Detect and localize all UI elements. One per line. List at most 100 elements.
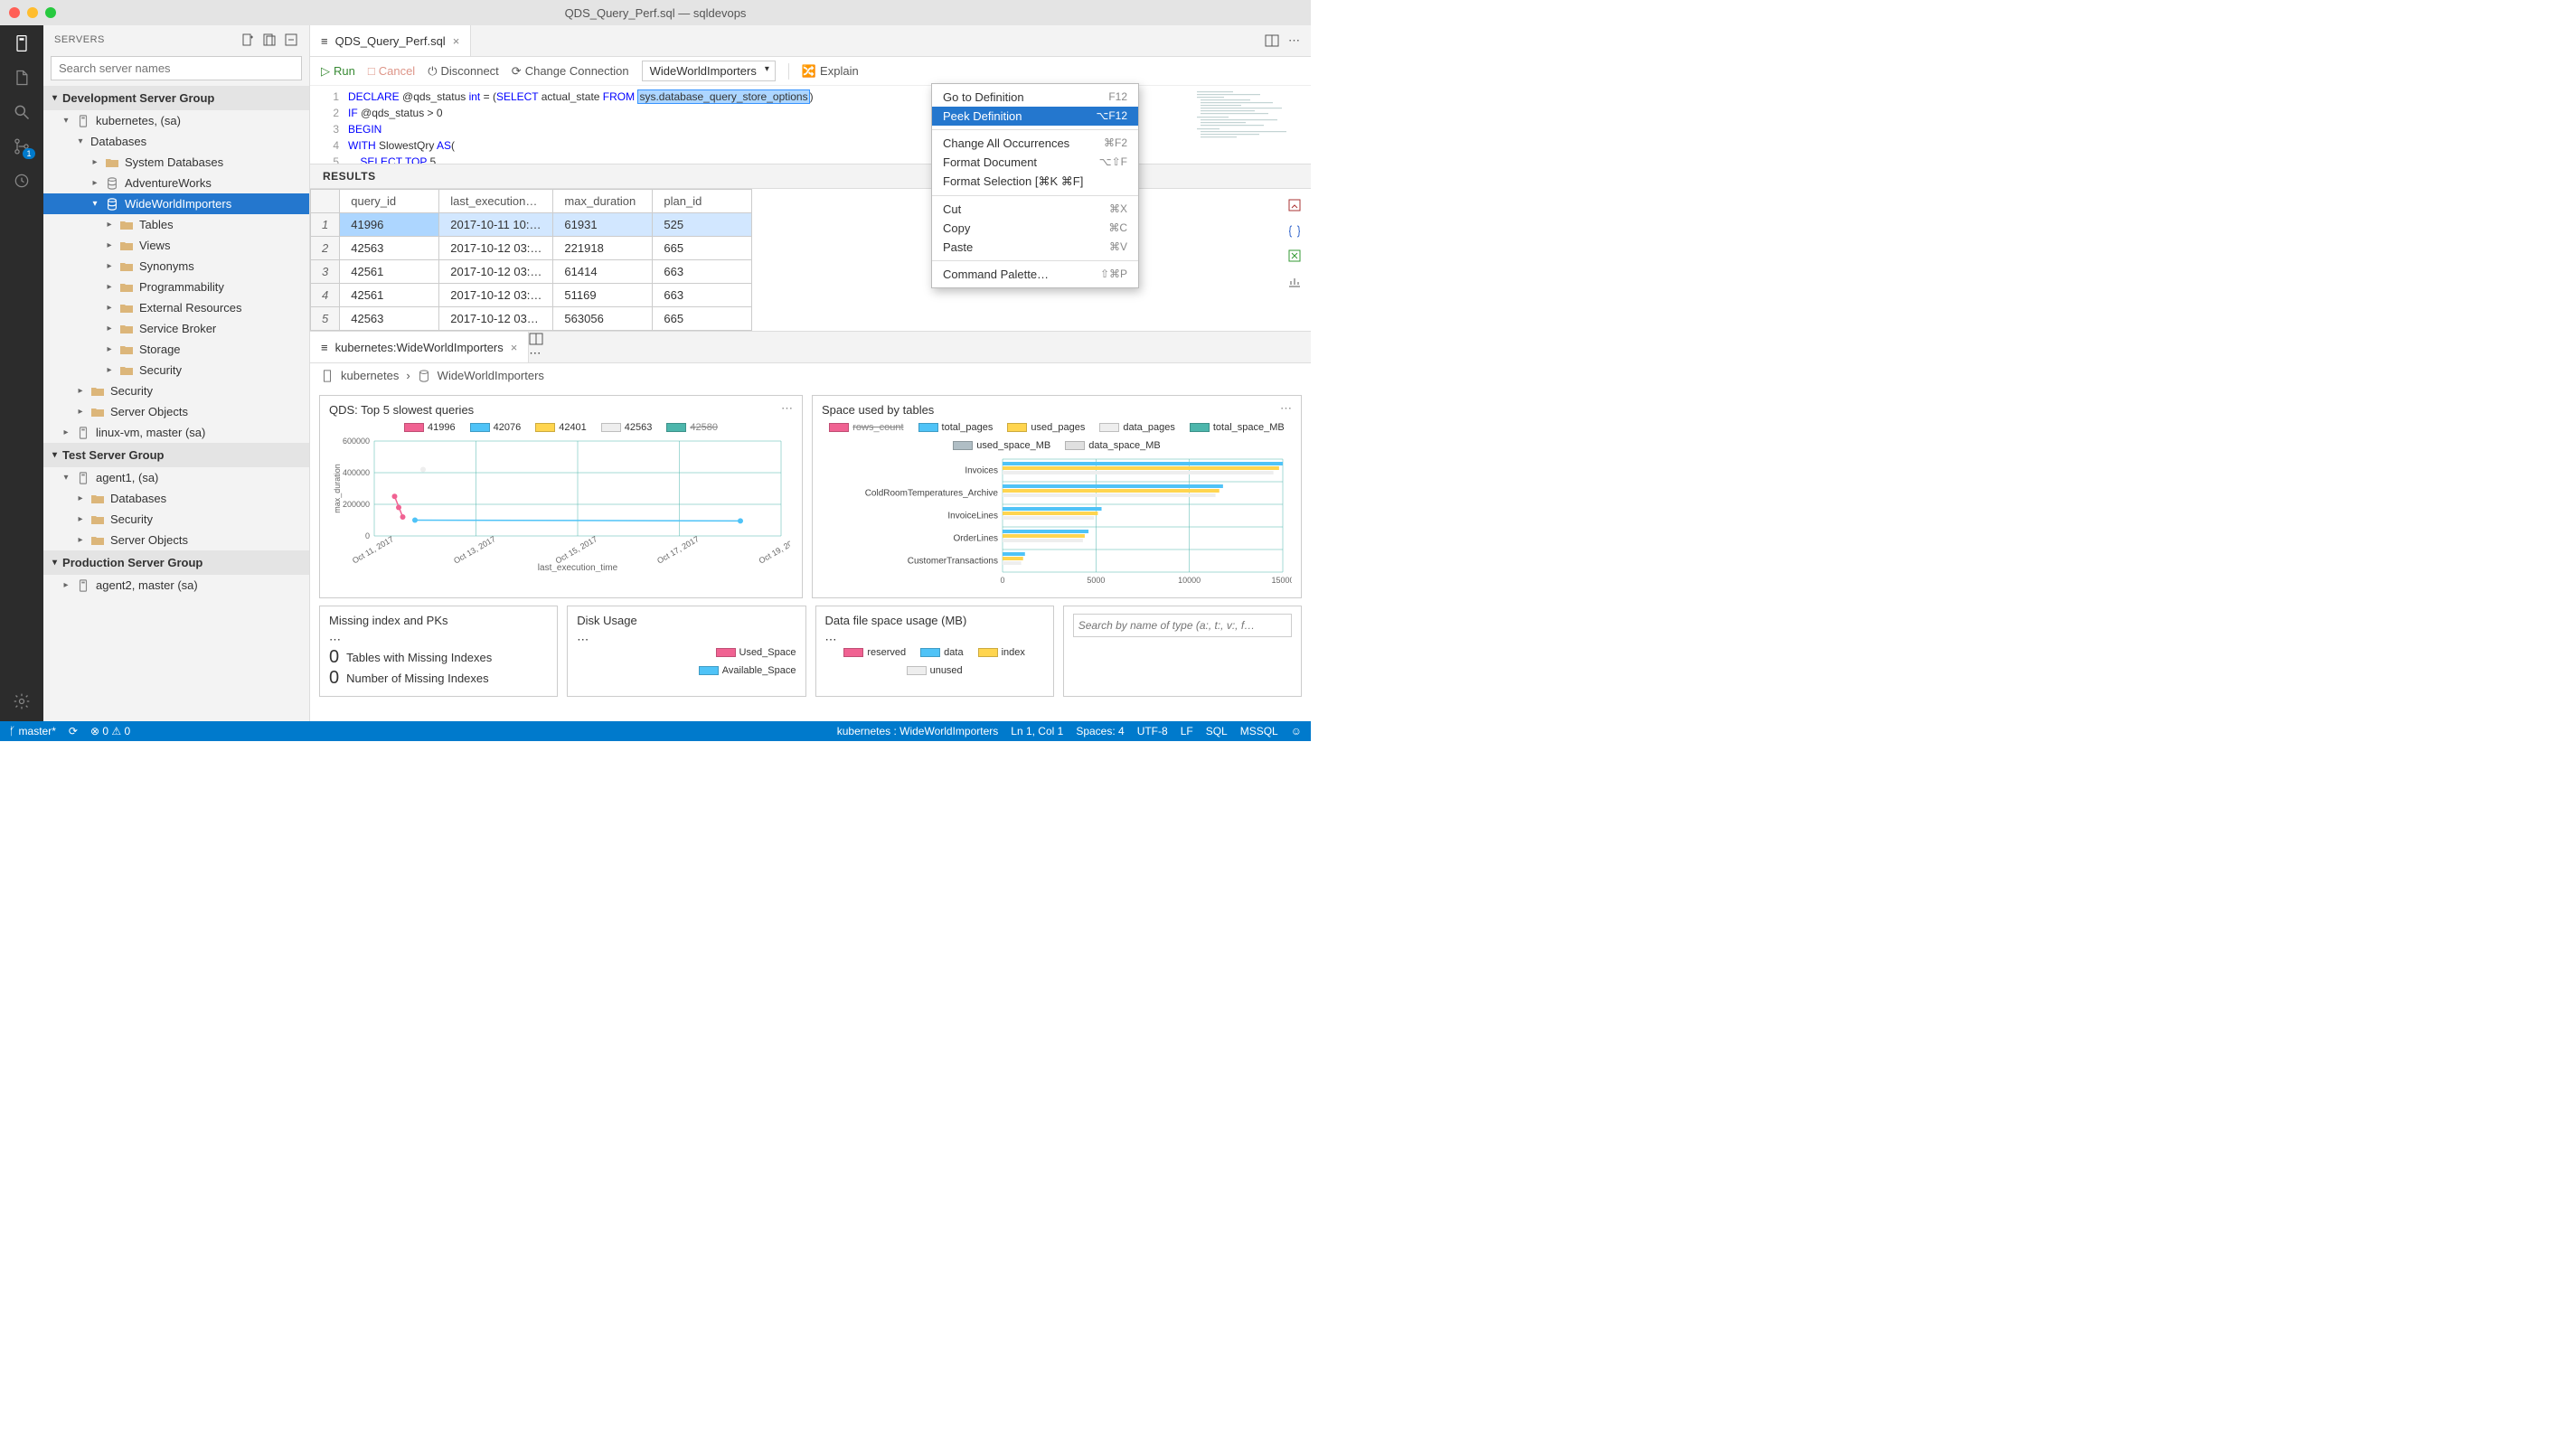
widget-more-icon[interactable]: ⋯ (1280, 401, 1292, 416)
database-selector[interactable]: WideWorldImporters (642, 61, 776, 81)
widget-more-icon[interactable]: ⋯ (825, 633, 1044, 647)
breadcrumb-db[interactable]: WideWorldImporters (438, 369, 544, 382)
search-icon[interactable] (11, 101, 33, 123)
task-history-icon[interactable] (11, 67, 33, 89)
legend-item[interactable]: Used_Space (716, 647, 796, 658)
save-csv-icon[interactable] (1287, 198, 1302, 212)
legend-item[interactable]: Available_Space (699, 665, 796, 676)
context-menu-item[interactable]: Format Selection [⌘K ⌘F] (932, 172, 1138, 192)
server-group-header[interactable]: ▾ Production Server Group (43, 550, 309, 575)
minimap[interactable] (1195, 89, 1304, 157)
legend-item[interactable]: unused (907, 665, 963, 676)
cursor-position[interactable]: Ln 1, Col 1 (1011, 725, 1063, 737)
code-editor[interactable]: 12345 DECLARE @qds_status int = (SELECT … (310, 86, 1311, 164)
more-icon[interactable]: ⋯ (1288, 33, 1300, 48)
provider-status[interactable]: MSSQL (1240, 725, 1278, 737)
sync-icon[interactable]: ⟳ (69, 725, 78, 737)
context-menu-item[interactable]: Command Palette…⇧⌘P (932, 265, 1138, 284)
context-menu-item[interactable]: Copy⌘C (932, 219, 1138, 238)
servers-icon[interactable] (11, 33, 33, 54)
git-branch[interactable]: ᚶ master* (9, 725, 56, 737)
connection-status[interactable]: kubernetes : WideWorldImporters (837, 725, 999, 737)
context-menu-item[interactable]: Change All Occurrences⌘F2 (932, 134, 1138, 153)
server-group-header[interactable]: ▾ Test Server Group (43, 443, 309, 467)
server-item[interactable]: ▸linux-vm, master (sa) (43, 422, 309, 443)
split-editor-icon[interactable] (529, 332, 543, 346)
save-excel-icon[interactable] (1287, 249, 1302, 263)
legend-item[interactable]: data_space_MB (1065, 440, 1161, 451)
problems[interactable]: ⊗ 0 ⚠ 0 (90, 725, 130, 737)
feedback-icon[interactable]: ☺ (1291, 725, 1302, 737)
tree-item[interactable]: ▸Storage (43, 339, 309, 360)
tree-item[interactable]: ▸Views (43, 235, 309, 256)
more-icon[interactable]: ⋯ (529, 346, 541, 360)
tree-item[interactable]: ▸Tables (43, 214, 309, 235)
save-json-icon[interactable] (1287, 223, 1302, 238)
close-icon[interactable]: × (511, 341, 518, 354)
run-button[interactable]: ▷ Run (321, 64, 355, 79)
server-item[interactable]: ▾kubernetes, (sa) (43, 110, 309, 131)
context-menu-item[interactable]: Go to DefinitionF12 (932, 88, 1138, 107)
explain-button[interactable]: 🔀 Explain (802, 64, 859, 79)
source-control-icon[interactable]: 1 (11, 136, 33, 157)
language-status[interactable]: SQL (1206, 725, 1228, 737)
search-input[interactable] (51, 56, 302, 80)
tree-item[interactable]: ▸External Resources (43, 297, 309, 318)
tree-item[interactable]: ▾WideWorldImporters (43, 193, 309, 214)
collapse-icon[interactable] (284, 33, 298, 47)
legend-item[interactable]: total_pages (918, 422, 994, 433)
server-item[interactable]: ▸agent2, master (sa) (43, 575, 309, 596)
settings-gear-icon[interactable] (11, 690, 33, 712)
tree-item[interactable]: ▸Synonyms (43, 256, 309, 277)
tree-item[interactable]: ▸Security (43, 360, 309, 380)
chart-legend[interactable]: rows_counttotal_pagesused_pagesdata_page… (822, 422, 1292, 451)
context-menu-item[interactable]: Paste⌘V (932, 238, 1138, 257)
type-search-input[interactable] (1073, 614, 1292, 637)
new-group-icon[interactable] (262, 33, 277, 47)
code-content[interactable]: DECLARE @qds_status int = (SELECT actual… (348, 86, 1311, 164)
context-menu-item[interactable]: Format Document⌥⇧F (932, 153, 1138, 172)
widget-more-icon[interactable]: ⋯ (329, 633, 548, 647)
legend-item[interactable]: data (920, 647, 963, 658)
widget-more-icon[interactable]: ⋯ (577, 633, 796, 647)
tree-item[interactable]: ▾Databases (43, 131, 309, 152)
context-menu-item[interactable]: Cut⌘X (932, 200, 1138, 219)
bar-chart[interactable]: 050001000015000InvoicesColdRoomTemperatu… (822, 455, 1292, 590)
eol-status[interactable]: LF (1181, 725, 1193, 737)
legend-item[interactable]: 42401 (535, 422, 587, 433)
cancel-button[interactable]: □ Cancel (368, 64, 415, 78)
context-menu[interactable]: Go to DefinitionF12Peek Definition⌥F12 Ch… (931, 83, 1139, 288)
tree-item[interactable]: ▸Server Objects (43, 530, 309, 550)
context-menu-item[interactable]: Peek Definition⌥F12 (932, 107, 1138, 126)
legend-item[interactable]: 42580 (666, 422, 718, 433)
tree-item[interactable]: ▸Databases (43, 488, 309, 509)
chart-legend[interactable]: 4199642076424014256342580 (329, 422, 793, 433)
widget-more-icon[interactable]: ⋯ (781, 401, 793, 416)
new-connection-icon[interactable] (240, 33, 255, 47)
legend-item[interactable]: used_pages (1007, 422, 1085, 433)
split-editor-icon[interactable] (1265, 33, 1279, 48)
close-icon[interactable]: × (453, 34, 460, 48)
server-group-header[interactable]: ▾ Development Server Group (43, 86, 309, 110)
encoding-status[interactable]: UTF-8 (1137, 725, 1168, 737)
tree-item[interactable]: ▸System Databases (43, 152, 309, 173)
history-icon[interactable] (11, 170, 33, 192)
legend-item[interactable]: 42563 (601, 422, 653, 433)
server-item[interactable]: ▾agent1, (sa) (43, 467, 309, 488)
legend-item[interactable]: reserved (843, 647, 906, 658)
results-table[interactable]: query_idlast_execution…max_durationplan_… (310, 189, 752, 331)
tree-item[interactable]: ▸Security (43, 380, 309, 401)
change-connection-button[interactable]: ⟳ Change Connection (512, 64, 629, 79)
tree-item[interactable]: ▸Programmability (43, 277, 309, 297)
disconnect-button[interactable]: ⏻ Disconnect (428, 64, 499, 79)
indent-status[interactable]: Spaces: 4 (1076, 725, 1124, 737)
legend-item[interactable]: index (978, 647, 1025, 658)
tree-item[interactable]: ▸Server Objects (43, 401, 309, 422)
legend-item[interactable]: total_space_MB (1190, 422, 1285, 433)
tree-item[interactable]: ▸Security (43, 509, 309, 530)
breadcrumb-server[interactable]: kubernetes (341, 369, 399, 382)
tab-dashboard[interactable]: ≡ kubernetes:WideWorldImporters × (310, 332, 529, 362)
legend-item[interactable]: 41996 (404, 422, 456, 433)
tab-sql-file[interactable]: ≡ QDS_Query_Perf.sql × (310, 25, 471, 56)
legend-item[interactable]: used_space_MB (953, 440, 1050, 451)
